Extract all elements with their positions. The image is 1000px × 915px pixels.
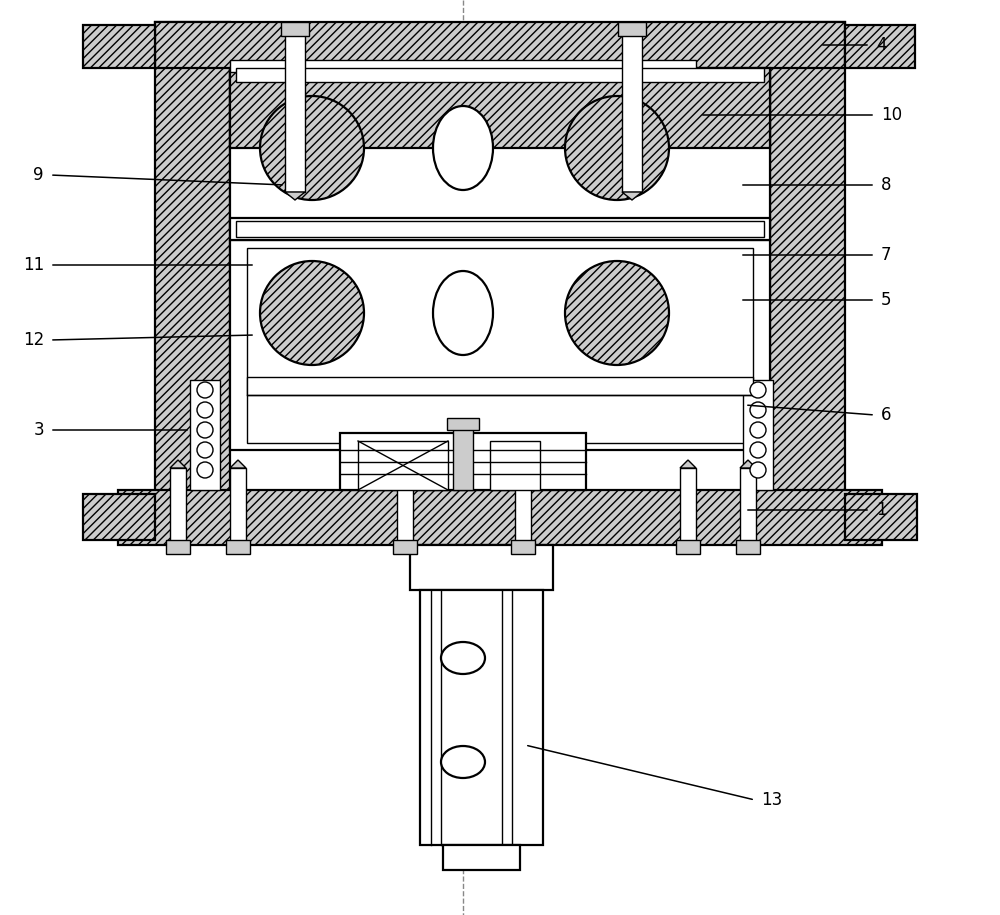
Bar xyxy=(285,22,305,192)
Bar xyxy=(230,468,246,545)
Bar xyxy=(453,420,473,490)
Polygon shape xyxy=(397,460,413,468)
Bar xyxy=(676,540,700,554)
Bar xyxy=(622,22,642,192)
Bar xyxy=(393,540,417,554)
Bar xyxy=(230,240,770,450)
Bar xyxy=(281,22,309,36)
Bar xyxy=(236,68,764,82)
Bar xyxy=(845,494,917,540)
Bar xyxy=(83,494,155,540)
Text: 10: 10 xyxy=(881,106,902,124)
Circle shape xyxy=(197,462,213,478)
Text: 8: 8 xyxy=(881,176,892,194)
Bar xyxy=(226,540,250,554)
Circle shape xyxy=(197,402,213,418)
Bar xyxy=(340,433,586,490)
Bar xyxy=(680,468,696,545)
Text: 5: 5 xyxy=(881,291,892,309)
Bar xyxy=(515,468,531,545)
Bar xyxy=(247,248,753,443)
Circle shape xyxy=(197,382,213,398)
Bar xyxy=(618,22,646,36)
Polygon shape xyxy=(622,192,642,200)
Bar xyxy=(490,441,540,490)
Circle shape xyxy=(565,261,669,365)
Text: 3: 3 xyxy=(33,421,44,439)
Text: 11: 11 xyxy=(23,256,44,274)
Bar xyxy=(166,540,190,554)
Circle shape xyxy=(750,442,766,458)
Text: 6: 6 xyxy=(881,406,892,424)
Bar xyxy=(397,468,413,545)
Bar xyxy=(845,25,915,68)
Bar xyxy=(118,490,882,545)
Bar xyxy=(236,221,764,237)
Bar xyxy=(410,545,553,590)
Circle shape xyxy=(750,422,766,438)
Ellipse shape xyxy=(441,642,485,674)
Text: 4: 4 xyxy=(876,36,887,54)
Circle shape xyxy=(260,261,364,365)
Text: 1: 1 xyxy=(876,501,887,519)
Bar xyxy=(170,468,186,545)
Bar xyxy=(420,590,543,845)
Bar xyxy=(740,468,756,545)
Bar xyxy=(447,418,479,430)
Circle shape xyxy=(197,442,213,458)
Bar xyxy=(230,68,770,148)
Bar xyxy=(230,218,770,240)
Polygon shape xyxy=(740,460,756,468)
Ellipse shape xyxy=(441,746,485,778)
Ellipse shape xyxy=(433,271,493,355)
Bar xyxy=(743,380,773,490)
Text: 12: 12 xyxy=(23,331,44,349)
Bar xyxy=(155,22,230,495)
Text: 7: 7 xyxy=(881,246,892,264)
Circle shape xyxy=(565,96,669,200)
Bar xyxy=(247,377,753,395)
Circle shape xyxy=(750,462,766,478)
Text: 9: 9 xyxy=(34,166,44,184)
Polygon shape xyxy=(170,460,186,468)
Text: 13: 13 xyxy=(761,791,782,809)
Polygon shape xyxy=(515,460,531,468)
Circle shape xyxy=(260,96,364,200)
Ellipse shape xyxy=(433,106,493,190)
Bar xyxy=(358,441,448,490)
Circle shape xyxy=(750,402,766,418)
Bar xyxy=(230,68,770,230)
Bar xyxy=(511,540,535,554)
Bar xyxy=(83,25,155,68)
Bar xyxy=(443,845,520,870)
Bar xyxy=(155,22,845,68)
Circle shape xyxy=(197,422,213,438)
Bar xyxy=(736,540,760,554)
Bar xyxy=(190,380,220,490)
Polygon shape xyxy=(680,460,696,468)
Polygon shape xyxy=(285,192,305,200)
Bar xyxy=(230,60,696,72)
Bar xyxy=(770,22,845,495)
Circle shape xyxy=(750,382,766,398)
Polygon shape xyxy=(230,460,246,468)
